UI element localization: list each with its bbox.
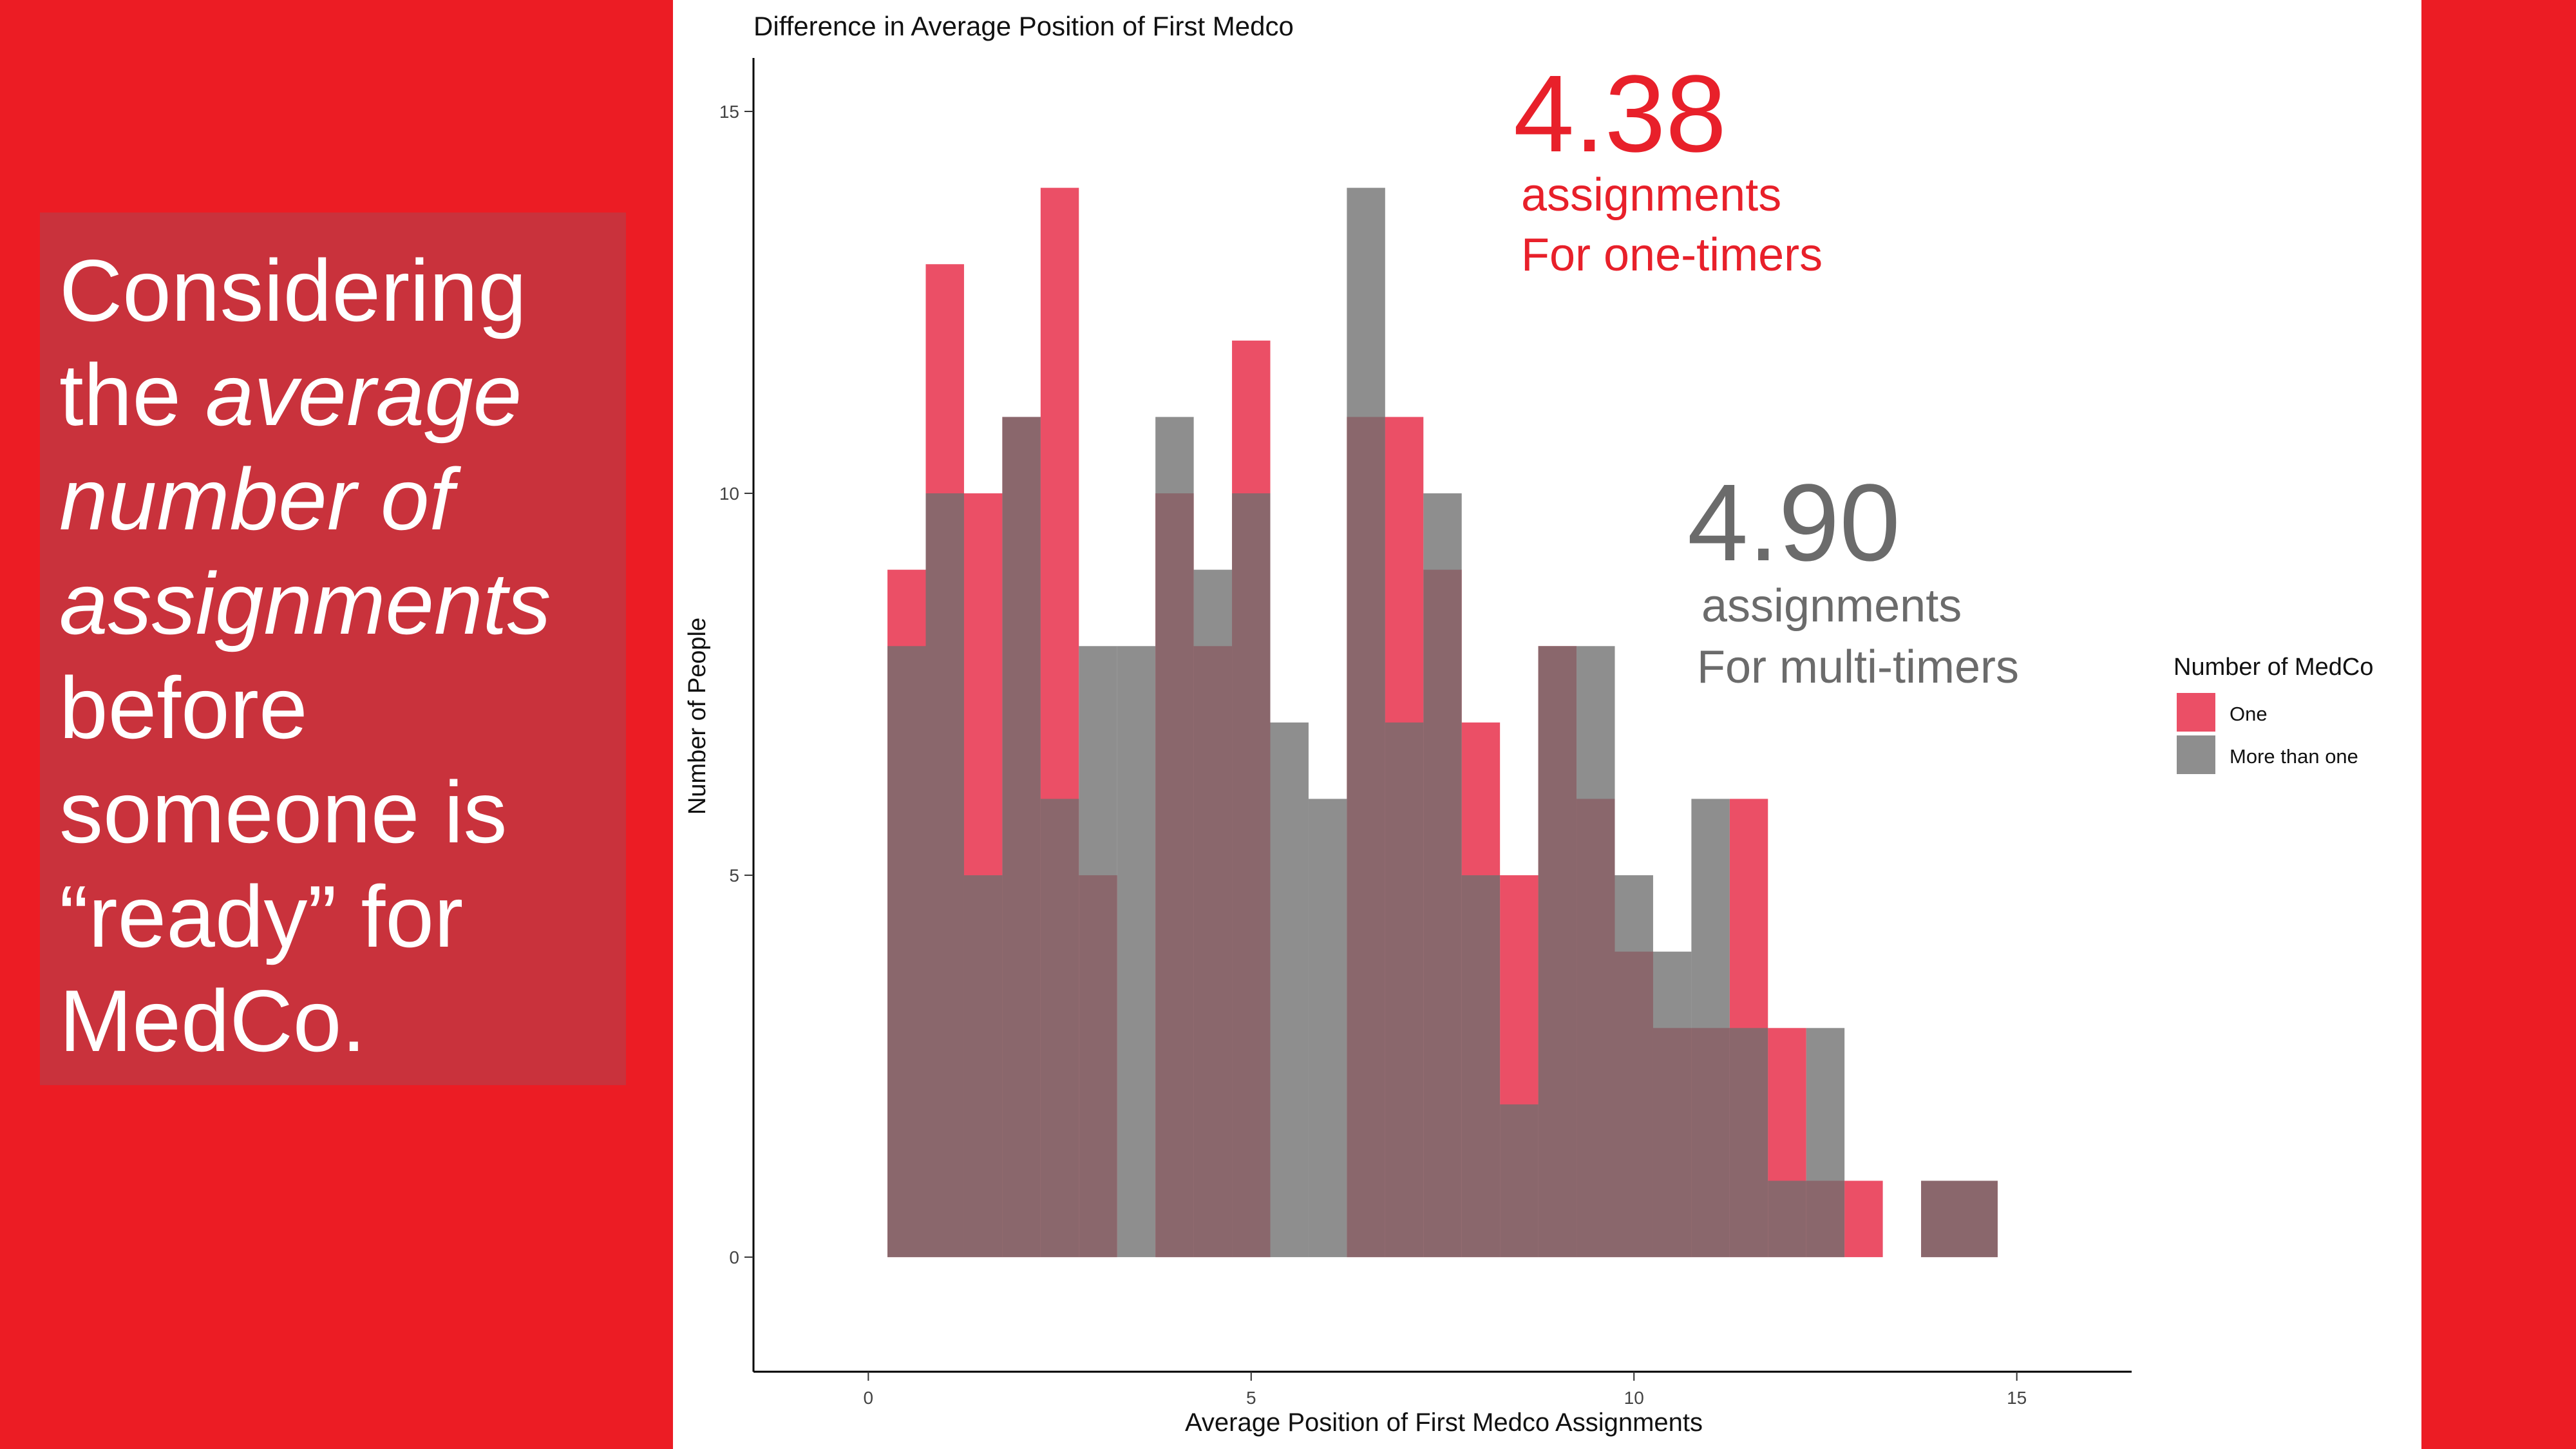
bar-more-than-one-8 <box>1193 569 1233 1258</box>
bar-more-than-one-28 <box>1959 1180 1998 1258</box>
x-tick-label-5: 5 <box>1246 1388 1256 1408</box>
chart-title: Difference in Average Position of First … <box>753 11 1294 41</box>
bar-more-than-one-27 <box>1921 1180 1960 1258</box>
headline-part-2: before someone is “ready” for MedCo. <box>59 659 507 1070</box>
annotation-one-line1: assignments <box>1521 169 1781 221</box>
y-axis-label: Number of People <box>684 618 711 815</box>
bar-more-than-one-22 <box>1729 1028 1768 1258</box>
x-tick-label-15: 15 <box>2007 1388 2027 1408</box>
bar-more-than-one-13 <box>1385 722 1424 1258</box>
right-red-band <box>2421 0 2576 1449</box>
bar-more-than-one-0 <box>887 646 926 1258</box>
bar-more-than-one-17 <box>1538 646 1577 1258</box>
legend-label-more-than-one: More than one <box>2230 745 2358 768</box>
bar-more-than-one-6 <box>1117 646 1156 1258</box>
bar-one-25 <box>1844 1180 1883 1258</box>
bar-more-than-one-2 <box>963 875 1003 1258</box>
headline-emphasis: average number of assignments <box>59 346 551 652</box>
bar-more-than-one-3 <box>1002 417 1041 1258</box>
bar-more-than-one-12 <box>1347 187 1385 1258</box>
bar-more-than-one-23 <box>1768 1180 1806 1258</box>
bar-more-than-one-7 <box>1155 417 1194 1258</box>
legend-swatch-more-than-one <box>2177 735 2215 774</box>
headline-part-1: Considering the <box>59 242 527 444</box>
bar-more-than-one-1 <box>925 493 964 1258</box>
legend: Number of MedCo One More than one <box>2174 654 2373 774</box>
x-axis-label: Average Position of First Medco Assignme… <box>1185 1408 1703 1437</box>
bar-more-than-one-18 <box>1577 646 1615 1258</box>
x-tick-label-10: 10 <box>1624 1388 1644 1408</box>
legend-label-one: One <box>2230 703 2268 725</box>
bar-more-than-one-16 <box>1500 1104 1539 1258</box>
y-tick-label-10: 10 <box>719 484 739 504</box>
headline-text: Considering the average number of assign… <box>59 238 613 1073</box>
axes-layer: 0 5 10 15 0 5 10 15 <box>719 58 2132 1408</box>
annotation-one-line2: For one-timers <box>1521 229 1823 281</box>
annotation-multi-line2: For multi-timers <box>1697 641 2019 693</box>
y-tick-label-15: 15 <box>719 102 739 122</box>
x-tick-label-0: 0 <box>864 1388 874 1408</box>
bar-more-than-one-9 <box>1232 493 1271 1258</box>
legend-swatch-one <box>2177 693 2215 732</box>
series-more-than-one <box>887 187 1998 1258</box>
bars-layer <box>887 187 1998 1258</box>
bar-more-than-one-20 <box>1653 951 1692 1258</box>
bar-more-than-one-4 <box>1040 799 1079 1258</box>
bar-more-than-one-5 <box>1079 646 1117 1258</box>
bar-more-than-one-14 <box>1423 493 1462 1258</box>
bar-more-than-one-11 <box>1308 799 1347 1258</box>
bar-more-than-one-19 <box>1615 875 1653 1258</box>
bar-more-than-one-10 <box>1270 722 1309 1258</box>
y-tick-label-5: 5 <box>729 866 739 886</box>
y-tick-label-0: 0 <box>729 1247 739 1267</box>
annotation-multi-line1: assignments <box>1701 580 1962 632</box>
annotation-multi-value: 4.90 <box>1687 462 1900 584</box>
bar-more-than-one-15 <box>1461 875 1501 1258</box>
annotation-one-value: 4.38 <box>1513 53 1727 175</box>
legend-title: Number of MedCo <box>2174 654 2373 681</box>
bar-more-than-one-21 <box>1691 799 1730 1258</box>
headline-panel: Considering the average number of assign… <box>40 213 626 1085</box>
bar-more-than-one-24 <box>1806 1028 1845 1258</box>
